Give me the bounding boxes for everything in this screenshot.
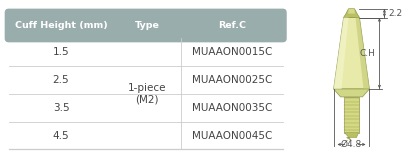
Text: Type: Type (135, 21, 160, 30)
Polygon shape (334, 18, 369, 89)
Text: MUAAON0025C: MUAAON0025C (192, 75, 272, 85)
Text: MUAAON0035C: MUAAON0035C (192, 103, 272, 113)
Polygon shape (344, 9, 359, 18)
Bar (344, 97, 359, 133)
Text: 2.5: 2.5 (53, 75, 69, 85)
Polygon shape (356, 18, 369, 89)
Text: Ref.C: Ref.C (218, 21, 246, 30)
Polygon shape (334, 18, 349, 89)
Text: 2.2: 2.2 (389, 9, 403, 18)
Text: C.H: C.H (359, 49, 375, 58)
Text: Ø4.8: Ø4.8 (341, 140, 362, 149)
Text: 3.5: 3.5 (53, 103, 69, 113)
Text: 4.5: 4.5 (53, 130, 69, 141)
Polygon shape (334, 89, 369, 97)
Text: MUAAON0015C: MUAAON0015C (192, 47, 272, 57)
Text: 1.5: 1.5 (53, 47, 69, 57)
Text: MUAAON0045C: MUAAON0045C (192, 130, 272, 141)
Polygon shape (344, 133, 359, 140)
Polygon shape (348, 9, 355, 14)
FancyBboxPatch shape (5, 9, 287, 42)
Text: Cuff Height (mm): Cuff Height (mm) (15, 21, 107, 30)
Text: 1-piece
(M2): 1-piece (M2) (128, 83, 166, 105)
